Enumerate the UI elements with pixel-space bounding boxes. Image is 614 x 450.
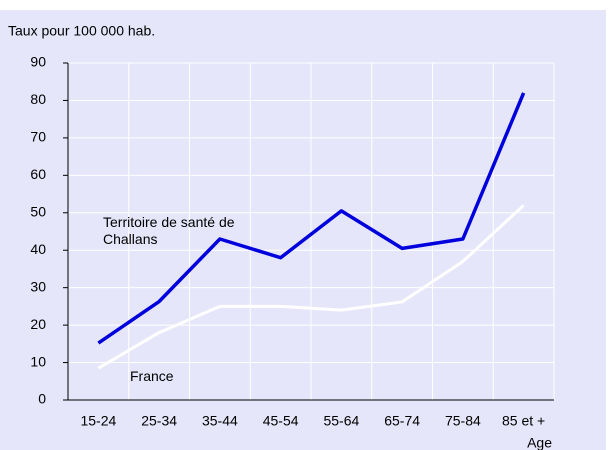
y-tick-label: 90 (30, 54, 46, 70)
x-tick-label: 55-64 (323, 413, 359, 429)
y-tick-label: 20 (30, 316, 46, 332)
y-tick-label: 10 (30, 353, 46, 369)
y-tick-label: 40 (30, 241, 46, 257)
x-tick-label: 25-34 (141, 413, 177, 429)
x-tick-label: 75-84 (445, 413, 481, 429)
y-tick-label: 50 (30, 203, 46, 219)
y-tick-label: 80 (30, 91, 46, 107)
data-line (97, 204, 525, 370)
x-tick-label: 15-24 (80, 413, 116, 429)
x-tick-label: 65-74 (384, 413, 420, 429)
background (0, 10, 606, 450)
x-tick-label: 85 et + (502, 413, 545, 429)
series-label: France (130, 368, 174, 384)
data-line (97, 92, 526, 345)
x-axis-label: Age (527, 435, 552, 450)
y-tick-label: 70 (30, 129, 46, 145)
y-axis-label: Taux pour 100 000 hab. (8, 23, 155, 39)
series-label: Territoire de santé de Challans (103, 214, 235, 247)
y-tick-label: 60 (30, 166, 46, 182)
y-tick-label: 0 (38, 391, 46, 407)
x-tick-label: 35-44 (202, 413, 238, 429)
x-tick-label: 45-54 (263, 413, 299, 429)
y-tick-label: 30 (30, 278, 46, 294)
